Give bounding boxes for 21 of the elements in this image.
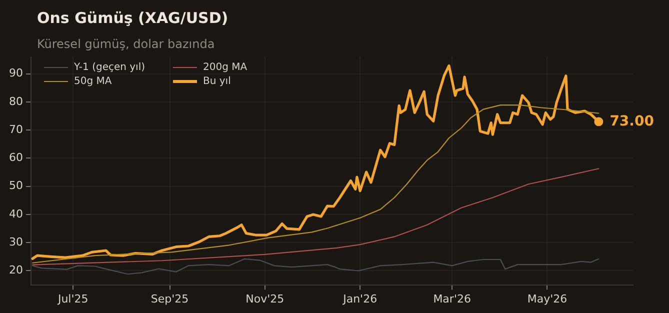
legend-label: 50g MA bbox=[74, 76, 112, 87]
annotation: 73.00 bbox=[610, 113, 654, 130]
legend-label: Y-1 (geçen yıl) bbox=[74, 62, 146, 73]
x-tick-label: Sep'25 bbox=[150, 292, 189, 306]
y-tick-label: 70 bbox=[8, 122, 23, 136]
x-tick-label: Jul'25 bbox=[56, 292, 88, 306]
x-tick-label: Jan'26 bbox=[342, 292, 378, 306]
chart-title: Ons Gümüş (XAG/USD) bbox=[37, 9, 228, 27]
y-tick-label: 40 bbox=[8, 207, 23, 220]
y-tick-label: 60 bbox=[8, 151, 23, 164]
y-tick-label: 90 bbox=[8, 66, 23, 80]
x-tick-label: Nov'25 bbox=[246, 292, 284, 306]
legend-label: Bu yıl bbox=[203, 76, 231, 87]
chart-subtitle: Küresel gümüş, dolar bazında bbox=[37, 37, 215, 51]
y-tick-label: 80 bbox=[8, 94, 23, 108]
y-tick-label: 20 bbox=[8, 264, 23, 277]
legend-label: 200g MA bbox=[203, 62, 248, 73]
x-tick-label: May'26 bbox=[527, 292, 568, 306]
y-tick-label: 30 bbox=[8, 235, 23, 248]
y-tick-label: 50 bbox=[8, 179, 23, 192]
x-tick-label: Mar'26 bbox=[433, 292, 471, 306]
